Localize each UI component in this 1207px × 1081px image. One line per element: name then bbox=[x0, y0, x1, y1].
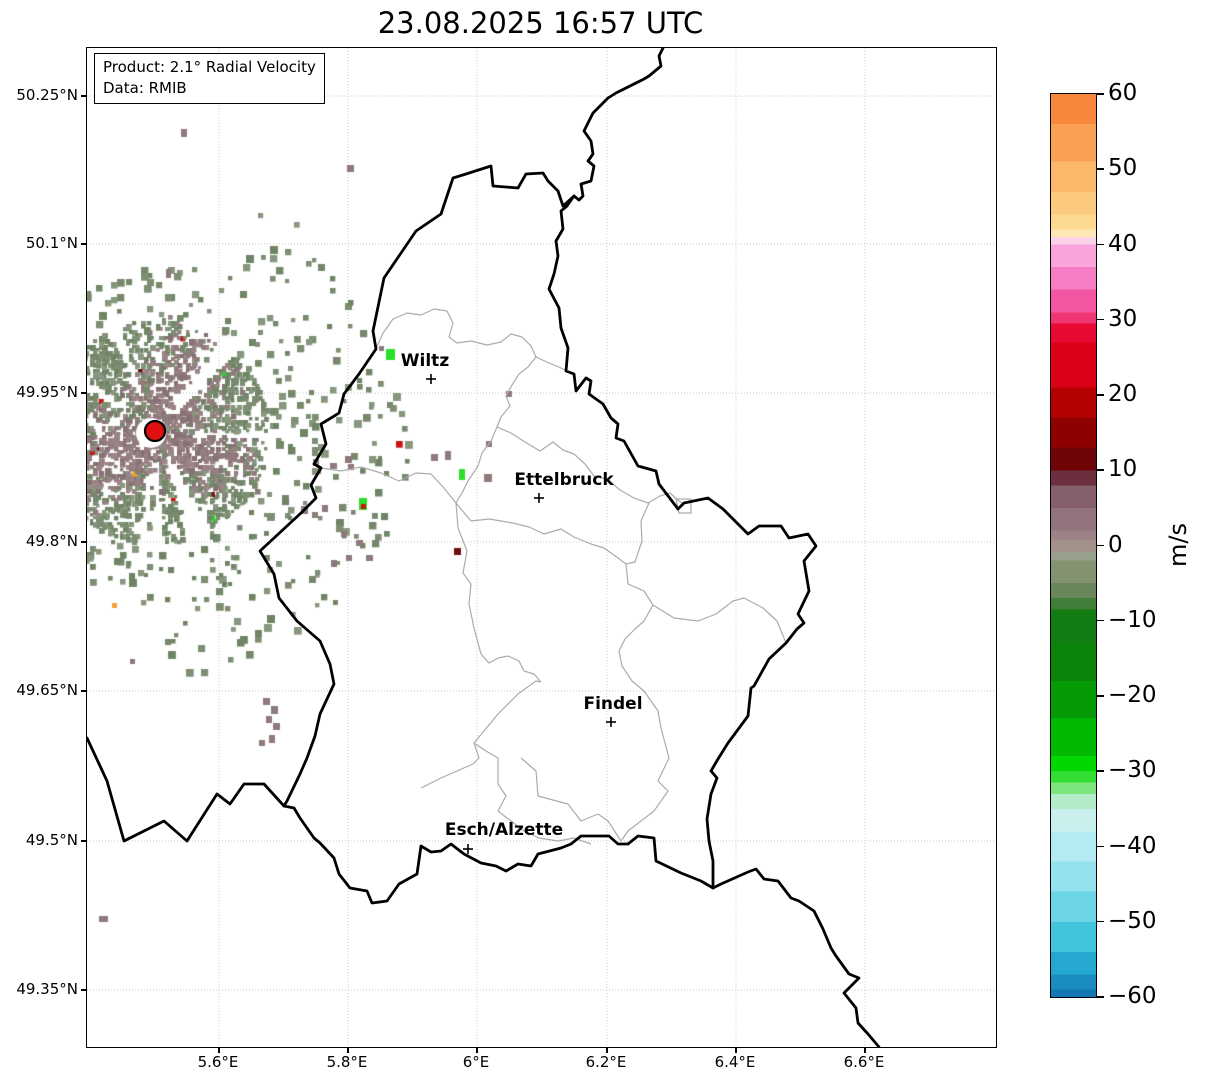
colorbar-tick-label: 10 bbox=[1108, 456, 1138, 483]
colorbar-tick-label: −10 bbox=[1108, 606, 1157, 633]
colorbar-tick-mark bbox=[1097, 770, 1104, 772]
country-border bbox=[258, 164, 818, 905]
canton-border bbox=[420, 680, 542, 789]
colorbar-tick-mark bbox=[1097, 996, 1104, 998]
y-tick-label: 49.35°N bbox=[16, 980, 78, 998]
canton-border bbox=[455, 502, 650, 565]
x-tick-label: 6°E bbox=[462, 1053, 490, 1071]
product-info-box: Product: 2.1° Radial Velocity Data: RMIB bbox=[94, 53, 325, 104]
country-border bbox=[87, 736, 286, 843]
colorbar-tick-mark bbox=[1097, 845, 1104, 848]
y-tick-mark bbox=[81, 392, 86, 394]
colorbar-tick-mark bbox=[1097, 920, 1104, 923]
colorbar-tick-mark bbox=[1097, 93, 1104, 95]
y-tick-mark bbox=[81, 989, 86, 991]
city-label: Ettelbruck bbox=[514, 470, 614, 490]
city-marker-findel: Findel bbox=[583, 694, 643, 727]
data-source-label: Data: RMIB bbox=[103, 79, 187, 97]
y-tick-label: 50.1°N bbox=[25, 234, 78, 252]
colorbar-tick-mark bbox=[1097, 243, 1104, 246]
city-label: Esch/Alzette bbox=[445, 820, 563, 840]
x-tick-mark bbox=[735, 1048, 737, 1053]
canton-border bbox=[675, 498, 692, 514]
x-tick-label: 5.8°E bbox=[326, 1053, 368, 1071]
colorbar-tick-label: 60 bbox=[1108, 80, 1138, 106]
x-tick-mark bbox=[347, 1048, 349, 1053]
y-tick-label: 50.25°N bbox=[16, 86, 78, 104]
figure-title: 23.08.2025 16:57 UTC bbox=[377, 6, 704, 40]
colorbar-tick-mark bbox=[1097, 318, 1104, 321]
colorbar-tick-label: −60 bbox=[1108, 983, 1157, 1009]
y-tick-mark bbox=[81, 243, 86, 245]
grid-layer bbox=[87, 48, 996, 1047]
city-label: Findel bbox=[583, 694, 642, 714]
canton-border bbox=[618, 563, 670, 842]
y-tick-mark bbox=[81, 840, 86, 842]
colorbar bbox=[1050, 93, 1097, 998]
colorbar-tick-mark bbox=[1097, 469, 1104, 471]
canton-border bbox=[375, 308, 537, 504]
colorbar-tick-label: −50 bbox=[1108, 907, 1157, 934]
map-borders-layer: Wiltz Ettelbruck Findel Esch/Alzette bbox=[87, 48, 881, 1047]
y-tick-mark bbox=[81, 95, 86, 97]
colorbar-tick-label: 20 bbox=[1108, 381, 1138, 407]
colorbar-tick-label: −30 bbox=[1108, 757, 1157, 784]
x-tick-label: 6.6°E bbox=[843, 1053, 885, 1071]
x-tick-mark bbox=[476, 1048, 478, 1053]
x-tick-label: 6.4°E bbox=[714, 1053, 756, 1071]
city-marker-ettelbruck: Ettelbruck bbox=[514, 470, 614, 503]
x-tick-mark bbox=[218, 1048, 220, 1053]
country-border bbox=[711, 867, 881, 1047]
canton-border bbox=[496, 426, 685, 505]
x-tick-mark bbox=[864, 1048, 866, 1053]
city-marker-wiltz: Wiltz bbox=[401, 351, 450, 384]
city-marker-esch-alzette: Esch/Alzette bbox=[445, 820, 563, 854]
radar-site-dot bbox=[143, 419, 167, 443]
colorbar-tick-mark bbox=[1097, 168, 1104, 170]
radar-echo-layer bbox=[87, 48, 996, 1047]
colorbar-tick-label: −20 bbox=[1108, 682, 1157, 708]
colorbar-tick-label: 0 bbox=[1108, 531, 1123, 558]
colorbar-tick-label: 30 bbox=[1108, 305, 1138, 332]
canton-border bbox=[473, 742, 592, 845]
colorbar-tick-label: 40 bbox=[1108, 230, 1138, 257]
canton-border bbox=[520, 757, 622, 842]
y-tick-label: 49.95°N bbox=[16, 383, 78, 401]
canton-border bbox=[535, 356, 568, 372]
colorbar-tick-label: 50 bbox=[1108, 155, 1138, 182]
y-tick-mark bbox=[81, 541, 86, 543]
canton-border bbox=[320, 466, 457, 504]
x-tick-label: 6.2°E bbox=[585, 1053, 627, 1071]
colorbar-tick-mark bbox=[1097, 619, 1104, 622]
product-label: Product: 2.1° Radial Velocity bbox=[103, 58, 316, 76]
y-tick-label: 49.65°N bbox=[16, 681, 78, 699]
colorbar-unit-label: m/s bbox=[1164, 523, 1192, 567]
map-plot-area: Wiltz Ettelbruck Findel Esch/Alzette Produc… bbox=[86, 47, 997, 1048]
y-tick-label: 49.8°N bbox=[25, 532, 78, 550]
canton-border bbox=[455, 502, 542, 683]
colorbar-tick-mark bbox=[1097, 544, 1104, 547]
y-tick-mark bbox=[81, 690, 86, 692]
colorbar-tick-mark bbox=[1097, 394, 1104, 396]
colorbar-tick-label: −40 bbox=[1108, 832, 1157, 859]
x-tick-label: 5.6°E bbox=[197, 1053, 239, 1071]
x-tick-mark bbox=[606, 1048, 608, 1053]
country-border bbox=[572, 48, 665, 202]
canton-border bbox=[652, 597, 787, 644]
city-label: Wiltz bbox=[401, 351, 450, 371]
y-tick-label: 49.5°N bbox=[25, 831, 78, 849]
colorbar-tick-mark bbox=[1097, 695, 1104, 697]
